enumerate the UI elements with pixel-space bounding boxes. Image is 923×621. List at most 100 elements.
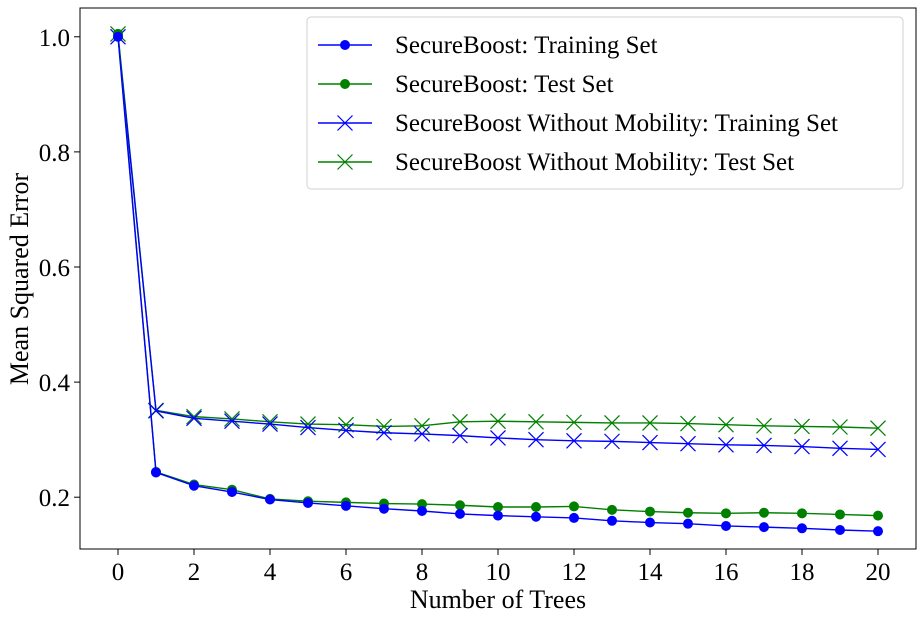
legend-marker xyxy=(340,79,350,89)
legend-box xyxy=(306,16,904,190)
data-point xyxy=(376,424,392,441)
data-point xyxy=(417,506,427,517)
series-1 xyxy=(113,31,883,537)
data-point xyxy=(794,418,810,435)
legend-label: SecureBoost Without Mobility: Test Set xyxy=(395,149,794,176)
data-point xyxy=(569,512,579,523)
data-point xyxy=(493,510,503,521)
data-point xyxy=(870,420,886,437)
data-point xyxy=(452,413,468,430)
data-point xyxy=(759,522,769,533)
data-point xyxy=(604,415,620,431)
data-point xyxy=(718,436,734,453)
x-tick-label: 4 xyxy=(264,559,277,586)
data-point xyxy=(607,504,617,515)
legend: SecureBoost: Training Set SecureBoost: Te… xyxy=(306,16,904,190)
data-point xyxy=(186,410,202,427)
data-point xyxy=(680,435,696,452)
data-point xyxy=(721,520,731,531)
legend-marker xyxy=(340,40,350,50)
data-point xyxy=(379,503,389,514)
data-point xyxy=(832,419,848,435)
x-tick-label: 0 xyxy=(112,559,125,586)
y-tick-label: 0.8 xyxy=(39,140,70,167)
data-point xyxy=(642,415,658,431)
data-point xyxy=(265,494,275,505)
data-point xyxy=(531,511,541,522)
data-point xyxy=(873,526,883,537)
legend-entry: SecureBoost Without Mobility: Training S… xyxy=(318,110,838,137)
data-point xyxy=(870,441,886,458)
data-point xyxy=(455,508,465,519)
data-point xyxy=(835,509,845,520)
data-point xyxy=(376,418,392,435)
data-point xyxy=(262,413,278,430)
data-point xyxy=(797,523,807,534)
data-point xyxy=(528,431,544,448)
data-point xyxy=(604,433,620,450)
data-point xyxy=(683,507,693,518)
data-point xyxy=(566,414,582,431)
legend-entry: SecureBoost: Training Set xyxy=(318,32,658,59)
data-point xyxy=(832,440,848,457)
x-tick-label: 18 xyxy=(790,559,815,586)
y-tick-label: 0.6 xyxy=(39,255,70,282)
legend-marker xyxy=(337,154,353,170)
data-point xyxy=(566,432,582,449)
x-tick-label: 16 xyxy=(714,559,739,586)
data-point xyxy=(645,506,655,517)
y-tick-label: 1.0 xyxy=(39,25,70,52)
data-point xyxy=(262,416,278,433)
data-point xyxy=(414,425,430,442)
data-point xyxy=(186,408,202,425)
x-tick-label: 8 xyxy=(416,559,429,586)
data-point xyxy=(227,487,237,498)
data-point xyxy=(300,419,316,436)
data-point xyxy=(718,416,734,433)
data-point xyxy=(189,480,199,491)
data-point xyxy=(300,416,316,433)
data-point xyxy=(680,415,696,432)
series-2 xyxy=(113,28,883,521)
data-point xyxy=(873,510,883,521)
data-point xyxy=(756,417,772,434)
legend-entry: SecureBoost Without Mobility: Test Set xyxy=(318,149,794,176)
data-point xyxy=(151,467,161,478)
data-point xyxy=(683,518,693,529)
y-tick-label: 0.2 xyxy=(39,485,70,512)
data-point xyxy=(338,422,354,439)
data-point xyxy=(414,417,430,434)
x-tick-label: 10 xyxy=(486,559,511,586)
data-point xyxy=(756,437,772,454)
data-point xyxy=(528,413,544,430)
data-point xyxy=(759,507,769,518)
data-point xyxy=(490,429,506,446)
y-axis-label: Mean Squared Error xyxy=(5,173,34,386)
data-point xyxy=(224,411,240,427)
legend-entry: SecureBoost: Test Set xyxy=(318,71,614,98)
data-point xyxy=(455,500,465,511)
data-point xyxy=(569,501,579,512)
data-point xyxy=(835,525,845,536)
data-point xyxy=(303,497,313,508)
data-point xyxy=(645,517,655,528)
data-point xyxy=(113,31,123,42)
data-point xyxy=(452,427,468,444)
legend-label: SecureBoost Without Mobility: Training S… xyxy=(395,110,838,137)
data-point xyxy=(341,500,351,511)
legend-label: SecureBoost: Training Set xyxy=(395,32,658,59)
data-point xyxy=(607,515,617,526)
data-point xyxy=(797,508,807,519)
data-point xyxy=(721,508,731,519)
series-4 xyxy=(110,25,886,437)
data-point xyxy=(794,438,810,455)
x-tick-label: 20 xyxy=(866,559,891,586)
legend-marker xyxy=(337,115,353,131)
series-3 xyxy=(110,28,886,458)
x-axis-label: Number of Trees xyxy=(410,585,586,614)
x-tick-label: 14 xyxy=(638,559,664,586)
data-point xyxy=(531,501,541,512)
x-tick-label: 12 xyxy=(562,559,587,586)
legend-label: SecureBoost: Test Set xyxy=(395,71,614,98)
